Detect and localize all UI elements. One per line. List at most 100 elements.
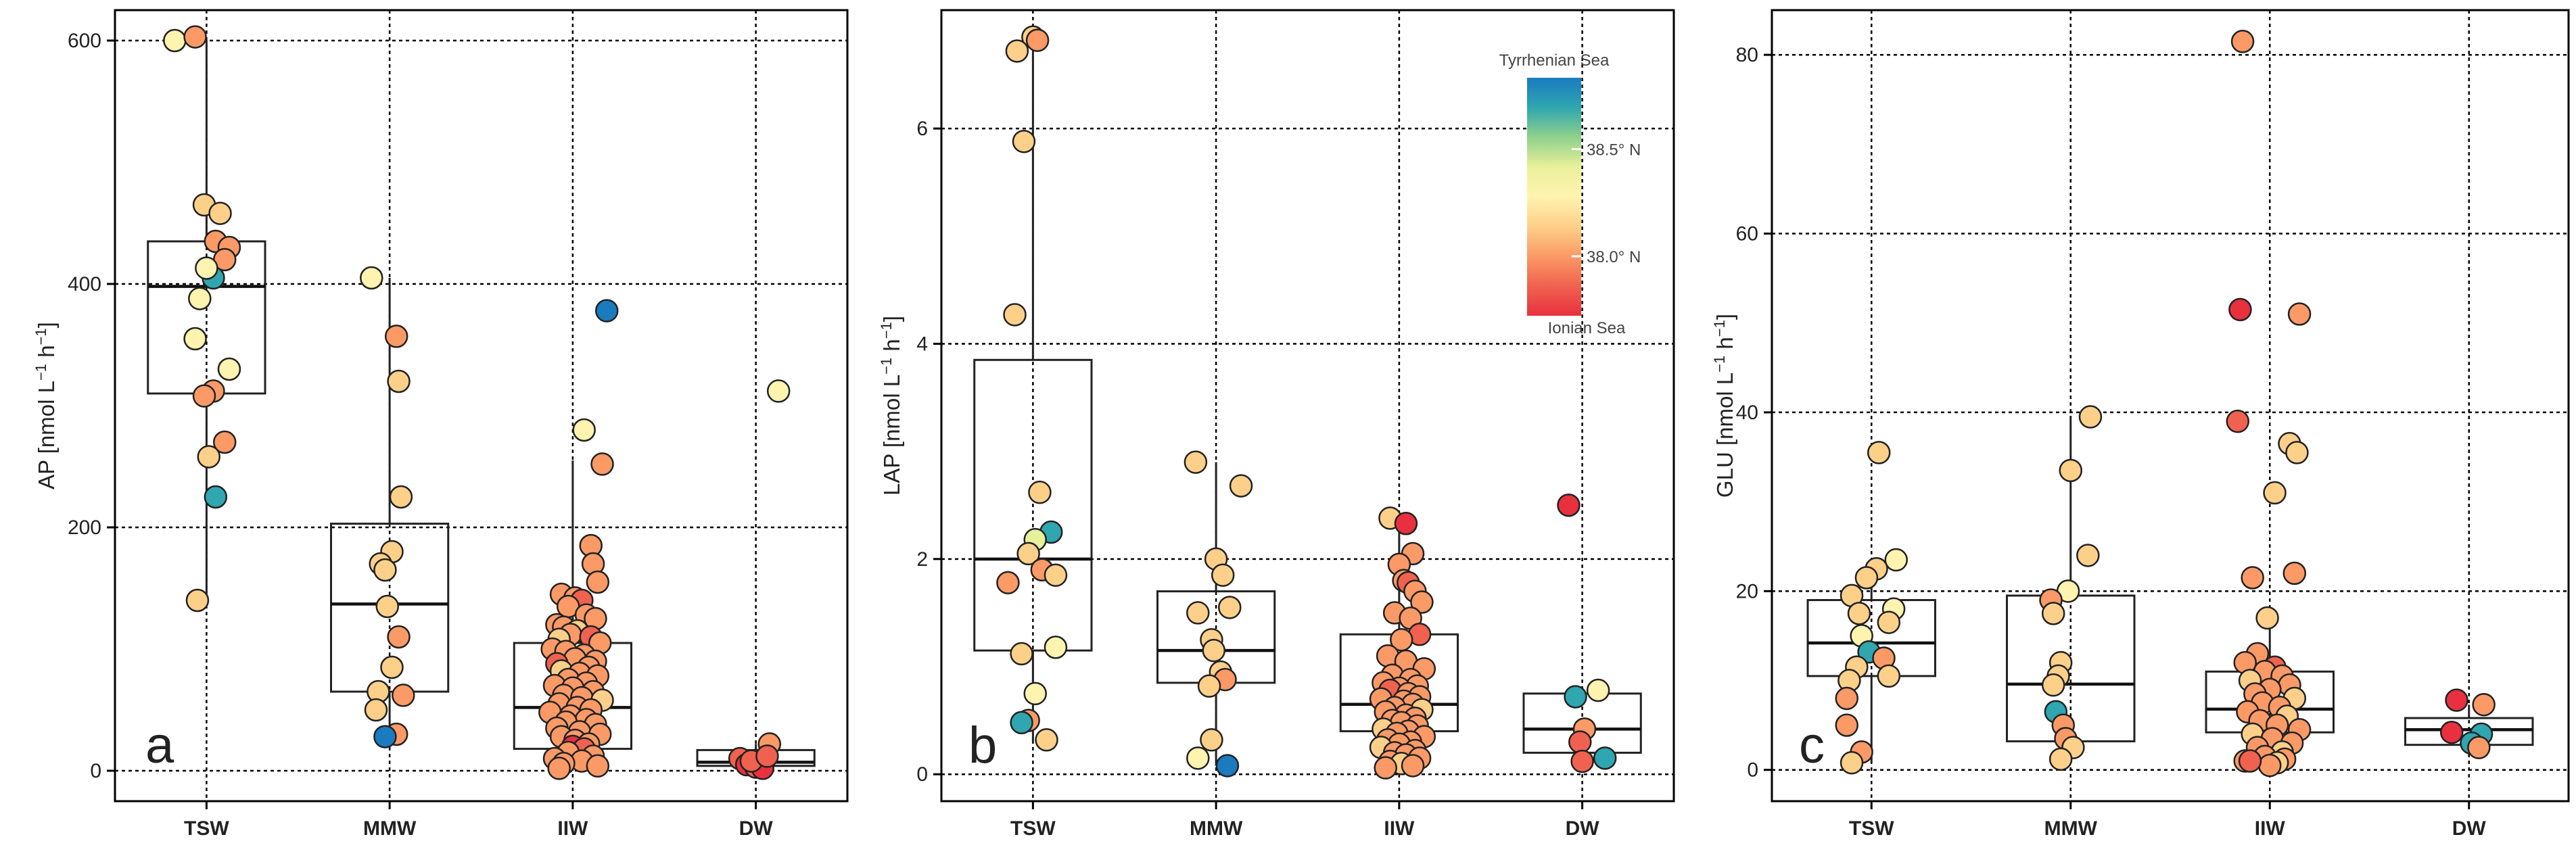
color-legend: Tyrrhenian Sea Ionian Sea 38.5° N 38.0° N	[1499, 51, 1641, 337]
data-point	[2255, 606, 2279, 630]
y-tick-label: 0	[916, 763, 928, 786]
data-point	[188, 287, 212, 310]
category-label-mmw: MMW	[1190, 817, 1243, 840]
panel-letter: a	[145, 717, 174, 774]
data-point	[1229, 474, 1253, 498]
y-axis-label: LAP [nmol L−1 h−1]	[878, 316, 904, 496]
data-point	[1564, 685, 1587, 709]
data-point	[1025, 28, 1050, 52]
data-point	[2467, 736, 2491, 759]
y-tick-label: 80	[1736, 44, 1758, 66]
data-point	[547, 757, 571, 780]
panel-letter: c	[1799, 717, 1825, 774]
data-point	[373, 558, 397, 582]
data-point	[766, 379, 791, 403]
data-point	[1568, 730, 1592, 754]
data-point	[1570, 749, 1594, 773]
y-tick-label: 40	[1736, 402, 1758, 424]
category-label-dw: DW	[739, 817, 774, 840]
data-point	[1200, 728, 1223, 752]
category-label-dw: DW	[1566, 817, 1600, 840]
data-point	[2226, 409, 2250, 433]
data-point	[1028, 480, 1052, 504]
data-point	[185, 588, 210, 613]
data-point	[1586, 678, 1610, 702]
y-axis-label: GLU [nmol L−1 h−1]	[1711, 314, 1737, 498]
data-point	[586, 570, 610, 594]
data-point	[2228, 297, 2252, 322]
points-tsw	[1835, 441, 1908, 775]
iqr-box	[973, 358, 1093, 652]
data-point	[2263, 481, 2287, 505]
data-point	[586, 754, 610, 778]
data-point	[572, 418, 596, 442]
data-point	[2287, 302, 2312, 326]
data-point	[1012, 129, 1036, 153]
points-tsw	[996, 25, 1068, 752]
data-point	[1186, 746, 1210, 770]
y-tick-label: 0	[90, 760, 101, 782]
y-tick-label: 400	[68, 273, 101, 295]
data-point	[2445, 688, 2468, 712]
category-label-tsw: TSW	[1010, 817, 1056, 840]
data-point	[1877, 611, 1901, 634]
iqr-box	[1806, 599, 1936, 677]
panel-c-glu: 0 20 40 60 80 TSW MMW IIW DW GLU [nmol L−1 h−1] c	[1711, 9, 2570, 840]
points-iiw	[2226, 30, 2312, 778]
plot-frame	[114, 9, 849, 803]
data-point	[387, 369, 411, 393]
legend-title-bottom: Ionian Sea	[1548, 319, 1626, 337]
points-dw	[1557, 493, 1617, 773]
data-point	[183, 25, 207, 49]
data-point	[2059, 458, 2082, 483]
category-label-dw: DW	[2452, 817, 2487, 840]
data-point	[1840, 750, 1864, 775]
data-point	[1186, 601, 1210, 625]
data-point	[197, 445, 220, 469]
data-point	[1197, 674, 1221, 698]
data-point	[380, 655, 404, 679]
y-tick-label: 60	[1736, 223, 1758, 245]
y-tick-label: 20	[1736, 580, 1758, 602]
data-point	[1202, 638, 1226, 663]
data-point	[375, 594, 400, 619]
points-dw	[728, 379, 791, 780]
data-point	[2285, 441, 2309, 464]
y-tick-label: 6	[916, 118, 928, 140]
data-point	[1016, 542, 1040, 566]
y-tick-label: 2	[916, 548, 928, 571]
data-point	[387, 625, 411, 649]
boxplot-tsw	[147, 41, 266, 600]
data-point	[183, 327, 207, 351]
data-point	[1394, 512, 1418, 535]
data-point	[2238, 749, 2262, 773]
category-label-tsw: TSW	[1849, 817, 1894, 840]
data-point	[373, 725, 397, 748]
data-point	[1211, 563, 1235, 587]
plot-frame	[1771, 9, 2570, 803]
data-point	[1023, 682, 1047, 706]
data-point	[364, 698, 388, 722]
data-point	[392, 684, 415, 707]
data-point	[1005, 39, 1029, 63]
category-label-tsw: TSW	[184, 817, 229, 840]
data-point	[2258, 753, 2282, 778]
data-point	[1218, 596, 1242, 619]
data-point	[1044, 636, 1068, 659]
panel-a-ap: 0 200 400 600 TSW MMW IIW DW AP [nmol L−1 h−1] a	[32, 9, 849, 840]
data-point	[208, 201, 232, 225]
data-point	[755, 744, 779, 768]
legend-title-top: Tyrrhenian Sea	[1499, 51, 1610, 70]
points-mmw	[360, 266, 415, 748]
data-point	[1854, 566, 1879, 590]
y-axis-label: AP [nmol L−1 h−1]	[32, 322, 59, 489]
points-iiw	[1369, 506, 1436, 780]
category-label-iiw: IIW	[1384, 817, 1415, 840]
data-point	[1847, 602, 1871, 625]
points-dw	[2439, 688, 2496, 759]
data-point	[1044, 563, 1068, 587]
data-point	[195, 256, 218, 280]
data-point	[1410, 590, 1434, 614]
category-label-mmw: MMW	[2044, 817, 2098, 840]
